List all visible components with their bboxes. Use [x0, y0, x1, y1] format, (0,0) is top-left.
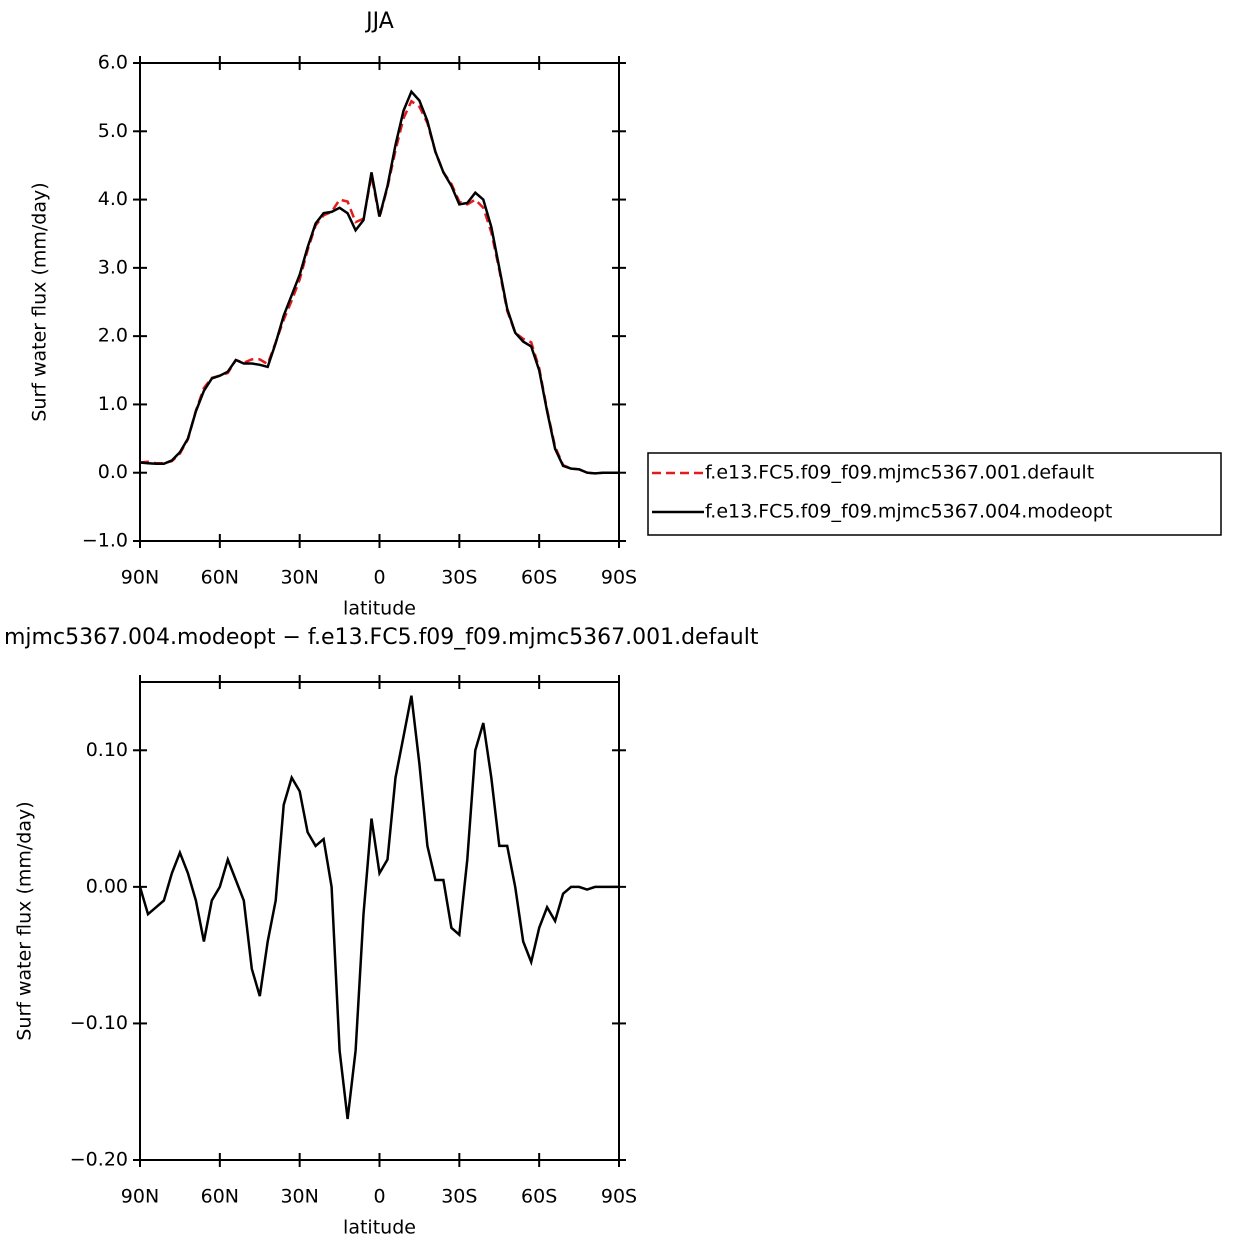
x-tick-label: 30S: [441, 1186, 477, 1208]
x-tick-label: 60N: [201, 1186, 239, 1208]
x-tick-label: 90S: [601, 1186, 637, 1208]
x-tick-label: 90N: [121, 567, 159, 589]
x-tick-label: 0: [373, 1186, 385, 1208]
y-tick-label: 4.0: [98, 188, 128, 210]
line-series: [139, 89, 619, 475]
plot-frame: [139, 681, 620, 1161]
legend-label: f.e13.FC5.f09_f09.mjmc5367.004.modeopt: [705, 501, 1112, 523]
x-tick-label: 60S: [521, 1186, 557, 1208]
x-tick-label: 60N: [201, 567, 239, 589]
y-tick-label: 0.10: [86, 739, 128, 761]
y-tick-label: −0.20: [70, 1149, 128, 1171]
x-tick-label: 90N: [121, 1186, 159, 1208]
x-tick-label: 30N: [280, 567, 318, 589]
line-series: [139, 99, 619, 475]
y-tick-label: 3.0: [98, 256, 128, 278]
chart-title: mjmc5367.004.modeopt − f.e13.FC5.f09_f09…: [4, 625, 759, 650]
y-tick-label: 0.00: [86, 875, 128, 897]
plot-frame: [139, 62, 620, 542]
legend-label: f.e13.FC5.f09_f09.mjmc5367.001.default: [705, 462, 1094, 484]
chart-title: JJA: [364, 9, 394, 34]
x-tick-label: 30S: [441, 567, 477, 589]
y-tick-label: −0.10: [70, 1012, 128, 1034]
x-axis-label: latitude: [343, 598, 416, 620]
line-series: [138, 695, 619, 1120]
legend-box: [647, 452, 1222, 536]
x-tick-label: 60S: [521, 567, 557, 589]
x-tick-label: 0: [373, 567, 385, 589]
y-tick-label: 2.0: [98, 325, 128, 347]
x-tick-label: 30N: [280, 1186, 318, 1208]
y-tick-label: 0.0: [98, 461, 128, 483]
y-axis-label: Surf water flux (mm/day): [29, 182, 51, 421]
y-tick-label: 6.0: [98, 52, 128, 74]
y-axis-label: Surf water flux (mm/day): [14, 801, 36, 1040]
x-tick-label: 90S: [601, 567, 637, 589]
x-axis-label: latitude: [343, 1217, 416, 1239]
y-tick-label: −1.0: [82, 530, 128, 552]
y-tick-label: 5.0: [98, 120, 128, 142]
y-tick-label: 1.0: [98, 393, 128, 415]
